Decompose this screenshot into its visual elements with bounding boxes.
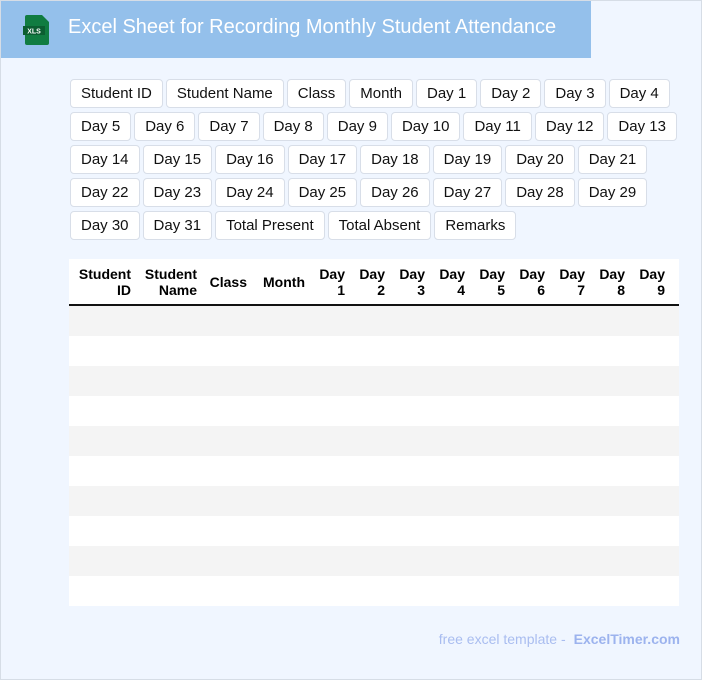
column-chip[interactable]: Day 16 (215, 145, 285, 174)
column-header: Student ID (78, 265, 131, 298)
column-chip[interactable]: Day 15 (142, 145, 213, 174)
column-chip[interactable]: Day 13 (607, 112, 677, 141)
column-chip[interactable]: Day 25 (287, 178, 358, 207)
table-row (69, 426, 679, 456)
attendance-table: Student ID Student Name Class Month Day 1 Day… (69, 259, 679, 606)
column-chip[interactable]: Day 2 (480, 79, 542, 108)
table-row (69, 576, 679, 606)
column-chip[interactable]: Day 28 (505, 178, 575, 207)
column-chip[interactable]: Day 30 (70, 211, 140, 240)
table-row (69, 396, 679, 426)
column-chip[interactable]: Day 7 (198, 112, 260, 141)
column-chip[interactable]: Total Present (215, 211, 325, 240)
column-chip[interactable]: Day 24 (215, 178, 285, 207)
table-row (69, 306, 679, 336)
column-chip[interactable]: Student Name (165, 79, 284, 108)
table-row (69, 486, 679, 516)
title-bar: XLS Excel Sheet for Recording Monthly St… (1, 1, 591, 58)
column-chip[interactable]: Day 29 (577, 178, 648, 207)
column-header: Day 8 (599, 265, 625, 298)
column-chip[interactable]: Day 5 (70, 112, 132, 141)
table-row (69, 546, 679, 576)
column-chip[interactable]: Day 6 (134, 112, 196, 141)
table-row (69, 366, 679, 396)
column-header: Month (263, 273, 305, 290)
column-chip[interactable]: Day 9 (326, 112, 388, 141)
table-row (69, 516, 679, 546)
column-header: Day 1 (319, 265, 345, 298)
column-chip[interactable]: Day 12 (534, 112, 605, 141)
column-chip[interactable]: Day 18 (360, 145, 430, 174)
table-row (69, 336, 679, 366)
column-chip[interactable]: Day 14 (70, 145, 140, 174)
page-title: Excel Sheet for Recording Monthly Studen… (68, 16, 557, 38)
column-header: Day 4 (439, 265, 465, 298)
table-header: Student ID Student Name Class Month Day 1 Day… (69, 259, 679, 306)
column-header: Day 7 (559, 265, 585, 298)
column-header: Class (209, 273, 247, 290)
footer-text: free excel template - (438, 631, 566, 647)
footer-brand-link[interactable]: ExcelTimer.com (573, 631, 680, 647)
column-chip[interactable]: Day 27 (432, 178, 503, 207)
column-header: Day 6 (519, 265, 545, 298)
column-chip[interactable]: Day 17 (287, 145, 358, 174)
column-chip[interactable]: Day 21 (577, 145, 648, 174)
column-header: Day 10 (671, 259, 679, 304)
column-chip[interactable]: Month (349, 79, 413, 108)
column-chip[interactable]: Day 11 (463, 112, 532, 141)
excel-file-icon: XLS (23, 15, 49, 45)
column-chip[interactable]: Day 8 (262, 112, 324, 141)
column-chip[interactable]: Student ID (70, 79, 163, 108)
column-chip[interactable]: Day 10 (390, 112, 461, 141)
column-chip[interactable]: Day 26 (360, 178, 430, 207)
column-header: Day 9 (639, 265, 665, 298)
column-chip[interactable]: Day 3 (544, 79, 606, 108)
column-chip[interactable]: Day 31 (142, 211, 213, 240)
column-chip[interactable]: Day 4 (608, 79, 670, 108)
table-row (69, 456, 679, 486)
column-header: Day 5 (479, 265, 505, 298)
column-chip[interactable]: Day 22 (70, 178, 140, 207)
column-header: Student Name (144, 265, 197, 298)
column-chip[interactable]: Day 23 (142, 178, 213, 207)
column-chip[interactable]: Day 1 (416, 79, 478, 108)
column-chip[interactable]: Class (286, 79, 347, 108)
column-header: Day 3 (399, 265, 425, 298)
column-chip[interactable]: Remarks (434, 211, 517, 240)
column-chip[interactable]: Day 19 (432, 145, 503, 174)
column-chip[interactable]: Day 20 (505, 145, 575, 174)
svg-text:XLS: XLS (27, 29, 41, 36)
column-chip-list: Student ID Student Name Class Month Day 1 Day… (70, 79, 700, 240)
table-body (69, 306, 679, 606)
footer: free excel template - ExcelTimer.com (439, 631, 680, 647)
column-header: Day 2 (359, 265, 385, 298)
column-chip[interactable]: Total Absent (327, 211, 432, 240)
